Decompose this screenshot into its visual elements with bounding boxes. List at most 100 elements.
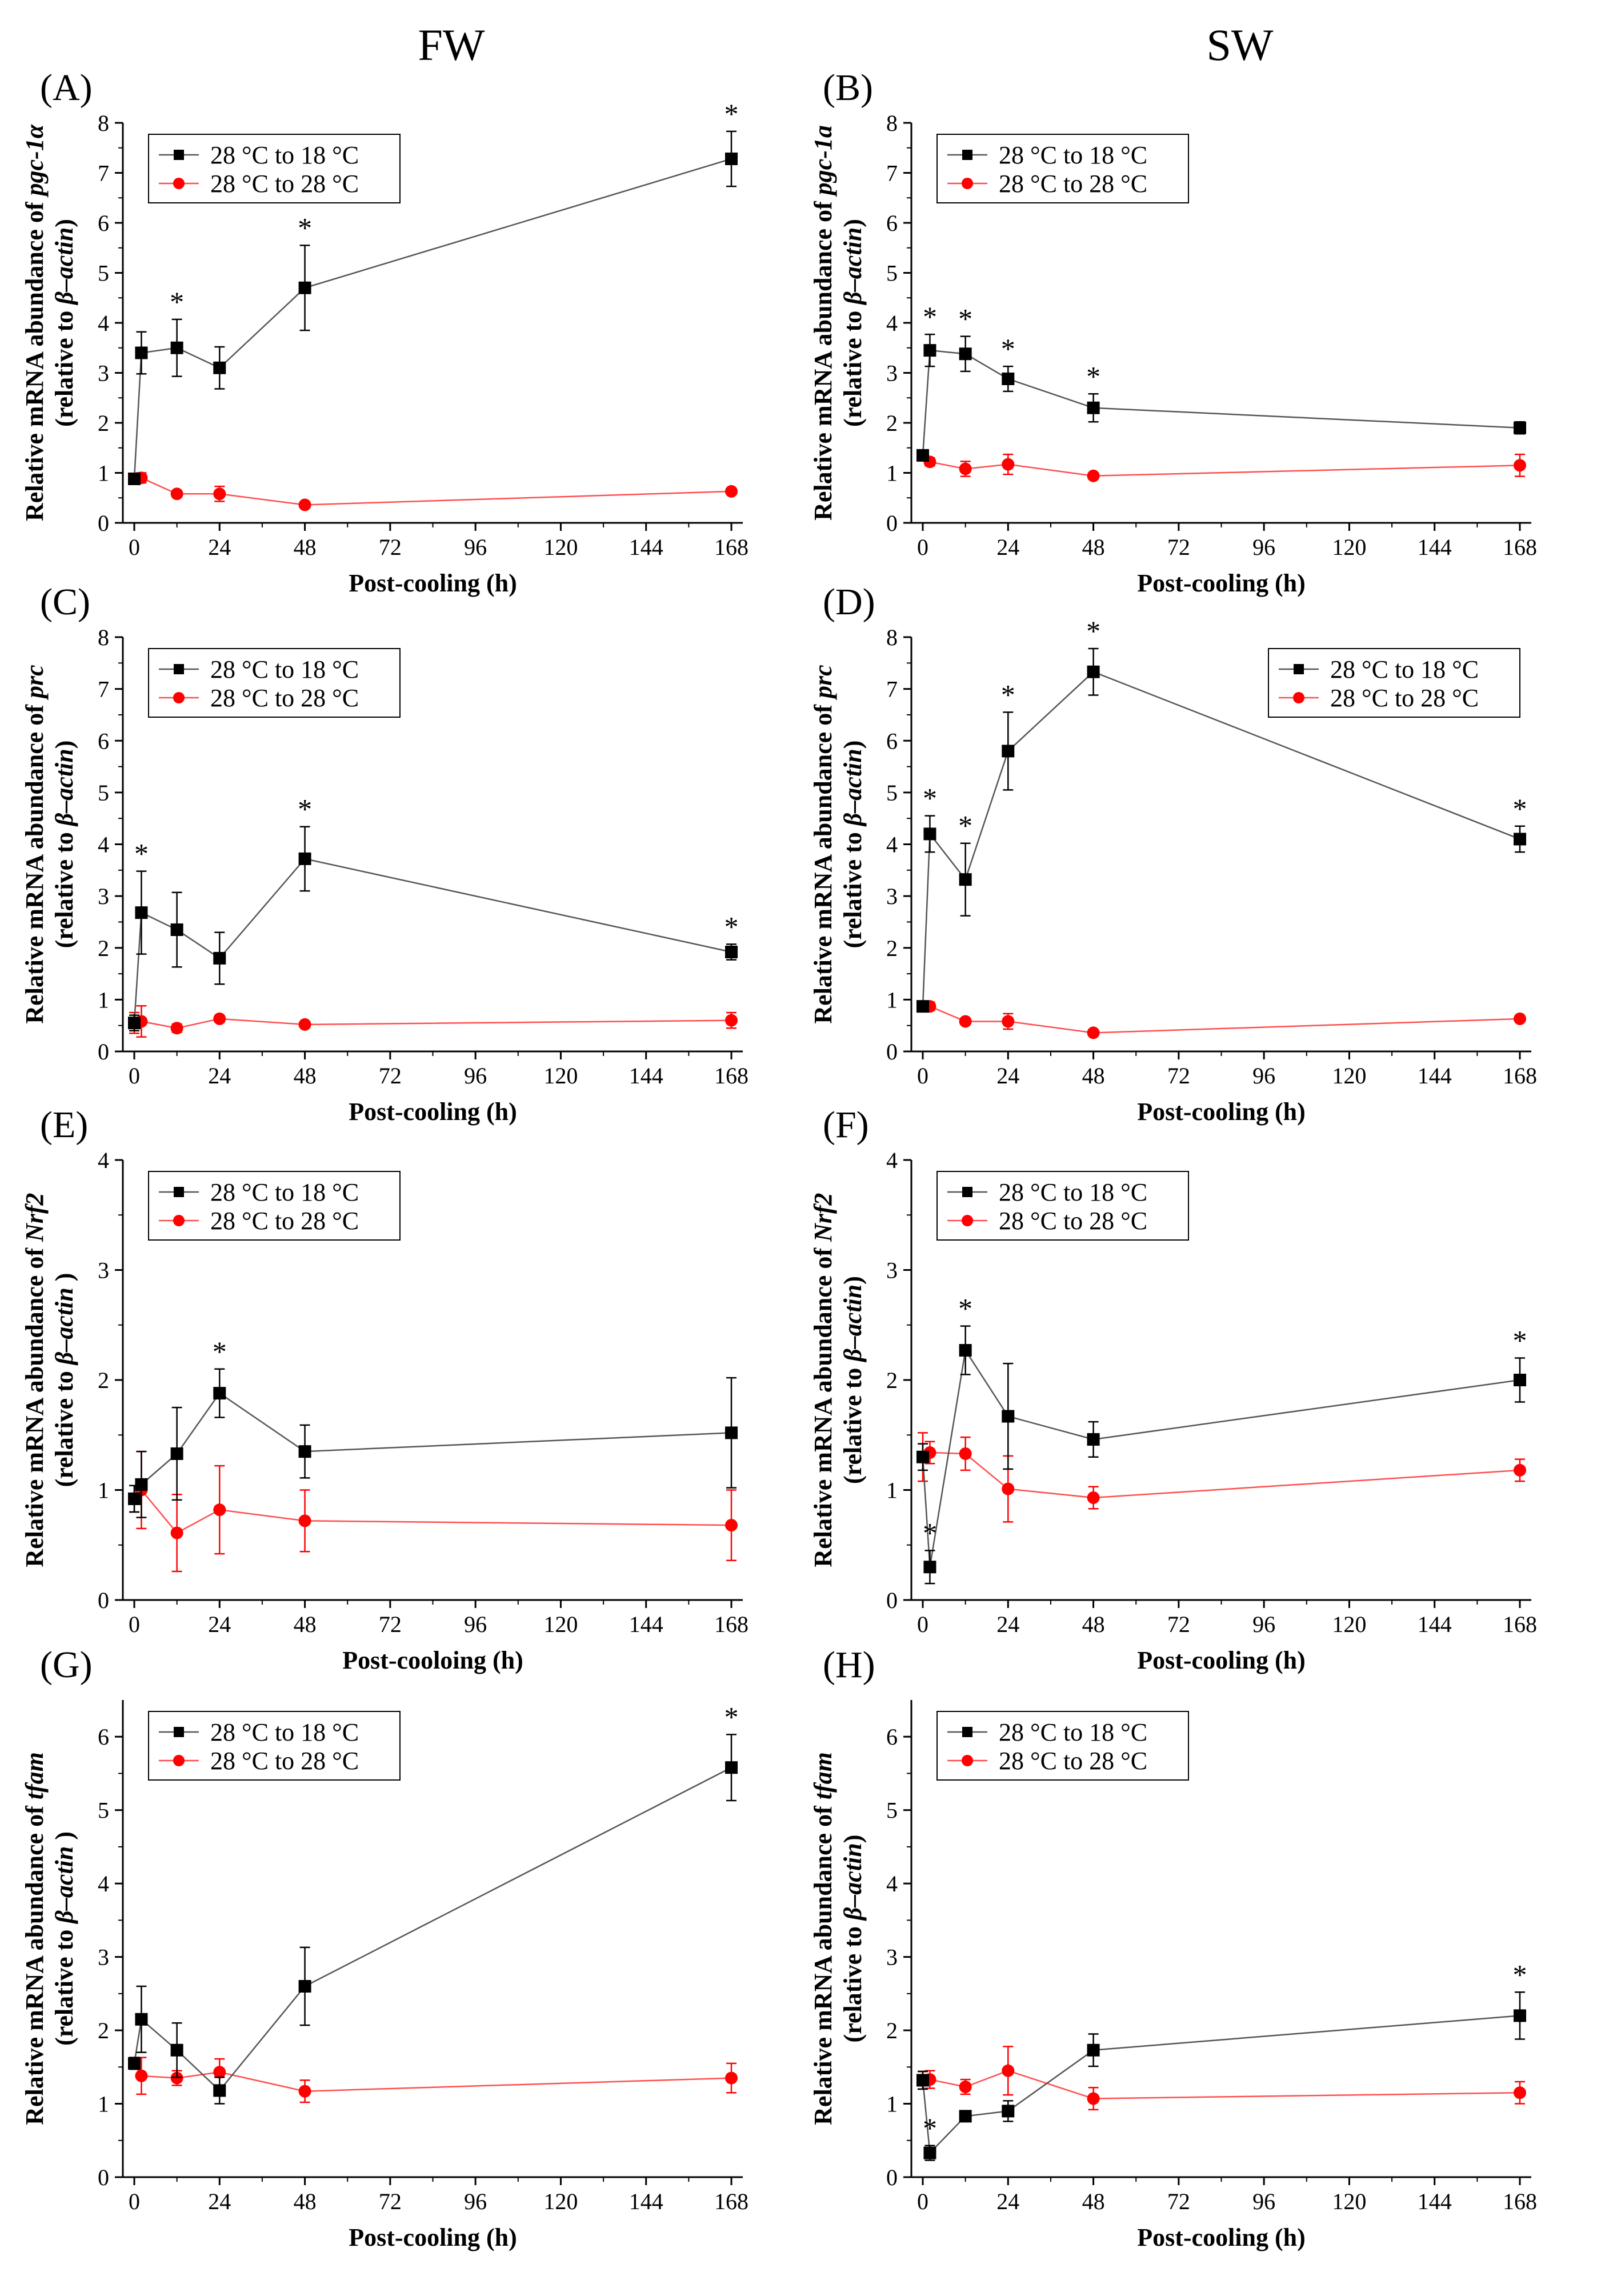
x-tick-label: 48 [1082,534,1105,560]
x-tick-label: 144 [1418,1063,1452,1089]
legend: 28 °C to 18 °C28 °C to 28 °C [936,1711,1189,1781]
y-tick-label: 1 [98,2091,109,2117]
data-point [1087,1491,1100,1504]
data-point [725,485,738,498]
y-tick-label: 5 [886,1798,898,1823]
y-tick-label: 8 [886,110,898,136]
x-tick-label: 168 [1503,2189,1537,2214]
data-point [959,1015,972,1028]
y-axis-label-part: (relative to [839,1362,867,1484]
x-tick-label: 24 [996,2189,1019,2214]
legend-box [148,1171,401,1241]
y-axis-label-part: (relative to [50,305,78,427]
y-tick-label: 2 [886,410,898,436]
data-point [1087,401,1100,414]
x-tick-label: 120 [1332,534,1366,560]
x-tick-label: 72 [379,1063,402,1089]
y-tick-label: 0 [886,510,898,536]
significance-asterisk: * [1001,333,1015,365]
data-point [959,2110,972,2123]
x-tick-label: 96 [1252,2189,1275,2214]
y-axis-label-part: Relative mRNA abundance of [809,195,837,521]
series-cooled: * * * [128,98,739,485]
series-line [133,1392,732,1499]
data-point [923,1561,936,1574]
x-tick-label: 96 [1252,534,1275,560]
y-axis-label-part: ) [50,1831,78,1846]
y-axis-label-part: (relative to [839,826,867,948]
x-tick-label: 0 [917,2189,928,2214]
y-axis-label-part: ) [839,741,867,749]
data-point [298,1018,311,1031]
y-axis-label: (relative to β–actin) [50,219,78,427]
y-tick-label: 7 [886,677,898,702]
legend-label: 28 °C to 18 °C [999,1718,1147,1746]
legend-label: 28 °C to 28 °C [210,170,359,198]
x-tick-label: 168 [714,1063,749,1089]
significance-asterisk: * [958,1293,972,1325]
y-tick-label: 7 [98,161,109,186]
data-point [1002,1015,1015,1028]
x-tick-label: 120 [543,1611,578,1637]
legend-box [148,1711,401,1781]
legend-marker [1294,664,1304,674]
y-tick-label: 1 [886,1478,898,1503]
data-point [725,1519,738,1532]
y-axis-label-part: β–actin [839,227,867,306]
significance-asterisk: * [725,1701,739,1733]
panel-label: (F) [823,1104,869,1146]
y-axis-label-part: (relative to [50,826,78,948]
data-point [213,2066,226,2079]
legend-label: 28 °C to 28 °C [999,1207,1147,1235]
x-tick-label: 144 [629,534,663,560]
y-tick-label: 2 [98,2018,109,2043]
data-point [1514,2009,1526,2022]
y-tick-label: 2 [886,1367,898,1393]
legend-marker [962,178,973,189]
data-point [128,473,141,485]
legend: 28 °C to 18 °C28 °C to 28 °C [936,134,1189,203]
legend-marker [962,1187,972,1197]
data-point [1087,469,1100,482]
significance-asterisk: * [1086,360,1100,392]
y-axis-label-part: Relative mRNA abundance of [21,1242,49,1567]
x-tick-label: 144 [629,1611,663,1637]
x-tick-label: 48 [294,1611,317,1637]
legend-marker [962,150,972,160]
data-point [1002,458,1015,471]
panel-f: (F) 0 24 48 72 96 120 144 168 0 1 2 3 4 Post-cooling (… [809,1104,1537,1674]
y-tick-label: 4 [98,1871,109,1897]
data-point [916,1000,929,1013]
legend-marker [962,1215,973,1226]
series-cooled: * * * * [916,301,1526,462]
legend-label: 28 °C to 28 °C [210,684,359,712]
data-point [298,281,311,294]
x-tick-label: 24 [208,1611,231,1637]
x-tick-label: 48 [294,1063,317,1089]
legend-marker [174,1187,184,1197]
column-title-sw: SW [1207,20,1274,70]
data-point [959,347,972,361]
data-point [213,2084,226,2097]
legend-label: 28 °C to 18 °C [999,141,1147,169]
legend-box [936,1171,1189,1241]
data-point [1514,833,1526,846]
data-point [298,2085,311,2098]
x-tick-label: 72 [1167,1063,1190,1089]
legend-marker [962,1755,973,1766]
legend: 28 °C to 18 °C28 °C to 28 °C [148,1171,401,1241]
data-point [170,1022,183,1035]
significance-asterisk: * [1001,678,1015,710]
x-axis-label: Post-cooling (h) [1137,1098,1306,1126]
significance-asterisk: * [1513,1958,1527,1990]
x-tick-label: 48 [1082,1063,1105,1089]
x-tick-label: 72 [379,534,402,560]
y-tick-label: 0 [886,2165,898,2190]
y-axis-label: (relative to β–actin ) [50,1831,78,2046]
legend-marker [1293,692,1304,703]
data-point [916,449,929,462]
y-tick-label: 1 [98,987,109,1013]
data-point [959,1344,972,1357]
panel-b: (B) 0 24 48 72 96 120 144 168 0 1 2 3 4 5 6 7 8 Post-cooli… [809,67,1537,597]
data-point [213,1012,226,1025]
